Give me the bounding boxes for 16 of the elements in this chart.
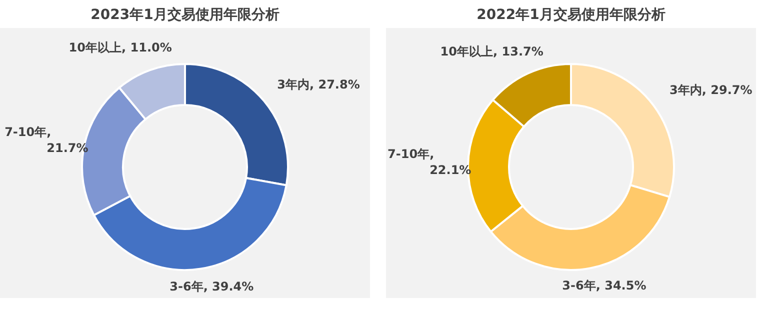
- slice-label: 10年以上: [68, 40, 122, 54]
- slice-label: 3年内: [670, 83, 702, 98]
- slice-label: 7-10年: [388, 147, 430, 162]
- slice-label: 3年内: [277, 77, 310, 92]
- chart-title: 2022年1月交易使用年限分析: [476, 6, 666, 23]
- slice-label: 7-10年: [4, 124, 47, 139]
- slice-label: 3-6年: [170, 280, 204, 294]
- chart-title: 2023年1月交易使用年限分析: [90, 6, 280, 23]
- data-label: , 39.4%: [203, 280, 254, 294]
- data-label: , 29.7%: [702, 83, 752, 98]
- data-label: , 34.5%: [596, 278, 646, 293]
- data-label: , 13.7%: [493, 44, 544, 58]
- data-label: , 11.0%: [122, 40, 172, 54]
- data-label: , 27.8%: [309, 77, 360, 92]
- slice-label: 10年以上: [440, 44, 494, 58]
- slice-label: 3-6年: [562, 278, 596, 293]
